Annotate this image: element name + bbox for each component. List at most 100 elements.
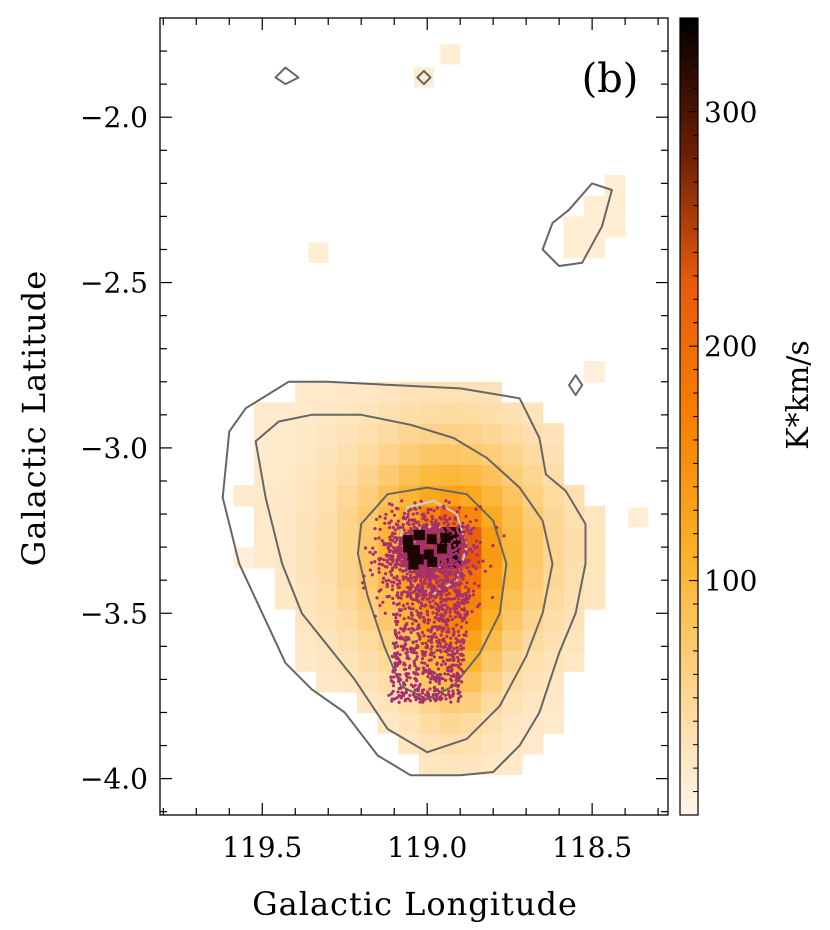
scatter-point (424, 641, 428, 645)
scatter-point (456, 655, 460, 660)
heatmap-cell (274, 443, 296, 466)
scatter-point (464, 634, 468, 638)
heatmap-cell (480, 609, 503, 631)
scatter-point (453, 516, 457, 520)
scatter-point (433, 552, 437, 557)
scatter-point (427, 658, 431, 662)
scatter-point (378, 527, 382, 532)
heatmap-cell (480, 567, 503, 590)
scatter-point (455, 594, 459, 598)
scatter-point (460, 607, 464, 612)
scatter-point (449, 585, 453, 589)
scatter-point (397, 700, 401, 705)
scatter-point (414, 657, 418, 661)
scatter-point (401, 577, 406, 581)
scatter-point (402, 590, 406, 594)
scatter-point (463, 543, 467, 547)
scatter-point (408, 594, 412, 598)
scatter-point (388, 535, 392, 539)
scatter-point (426, 675, 430, 679)
heatmap-cell (274, 526, 296, 548)
scatter-point (474, 566, 478, 571)
heatmap-cell (522, 443, 544, 466)
scatter-point (417, 623, 421, 627)
scatter-point (461, 521, 465, 525)
scatter-point (419, 574, 423, 578)
scatter-point (404, 691, 408, 695)
scatter-point (445, 518, 449, 522)
heatmap-cell (542, 505, 564, 528)
scatter-point (438, 641, 442, 645)
scatter-point (389, 519, 393, 523)
scatter-point (436, 644, 440, 648)
scatter-point (461, 525, 465, 529)
heatmap-cell (357, 381, 379, 404)
scatter-point (452, 597, 456, 601)
scatter-point (415, 511, 419, 515)
scatter-point (407, 522, 411, 527)
heatmap-cell (357, 443, 379, 466)
heatmap-cell (480, 443, 503, 466)
scatter-point (407, 616, 411, 620)
scatter-point (420, 657, 425, 661)
scatter-point (387, 578, 391, 582)
scatter-point (432, 567, 436, 571)
scatter-point (420, 661, 424, 665)
scatter-point (440, 692, 445, 696)
scatter-point (452, 552, 456, 556)
scatter-point (412, 647, 416, 652)
scatter-point (390, 588, 394, 592)
scatter-point (423, 514, 427, 518)
scatter-point (407, 518, 411, 522)
scatter-point (445, 588, 449, 593)
scatter-point (502, 534, 506, 538)
scatter-point (440, 696, 444, 701)
scatter-point (402, 629, 406, 633)
scatter-point (387, 693, 391, 697)
scatter-point (444, 499, 448, 503)
scatter-point (443, 585, 447, 589)
scatter-point (422, 653, 426, 658)
scatter-point (437, 690, 441, 694)
heatmap-cell (377, 423, 399, 445)
scatter-point (434, 602, 438, 606)
scatter-point (385, 565, 389, 569)
scatter-point (390, 538, 395, 543)
scatter-point (414, 575, 418, 579)
scatter-point (457, 537, 461, 541)
scatter-point (431, 611, 435, 615)
scatter-point (422, 650, 426, 654)
heatmap-cell (522, 567, 544, 590)
heatmap-cell (377, 464, 399, 486)
scatter-point (422, 619, 426, 623)
scatter-point (443, 672, 447, 676)
scatter-point (470, 610, 474, 614)
scatter-point (433, 596, 437, 600)
scatter-point (448, 516, 452, 521)
scatter-point (421, 586, 425, 590)
scatter-point (373, 550, 377, 554)
scatter-point (418, 637, 422, 641)
scatter-point (491, 544, 495, 548)
scatter-point (399, 695, 403, 699)
scatter-point (373, 537, 377, 541)
scatter-point (432, 686, 436, 690)
heatmap-cell (460, 567, 482, 590)
scatter-point (460, 572, 464, 576)
scatter-point (459, 568, 463, 572)
scatter-point (391, 558, 395, 562)
scatter-point (439, 650, 443, 654)
scatter-point (405, 567, 409, 571)
scatter-point (430, 675, 434, 679)
heatmap-cell (377, 381, 399, 404)
scatter-point (467, 587, 471, 591)
scatter-point (450, 581, 454, 585)
scatter-point (408, 699, 412, 703)
scatter-point (388, 525, 392, 530)
scatter-point (409, 507, 413, 511)
heatmap-cell (501, 609, 523, 631)
scatter-point (456, 638, 460, 643)
colorbar-tick-label: 100 (704, 565, 757, 598)
colorbar: 100 200 300 K*km/s (679, 17, 816, 816)
